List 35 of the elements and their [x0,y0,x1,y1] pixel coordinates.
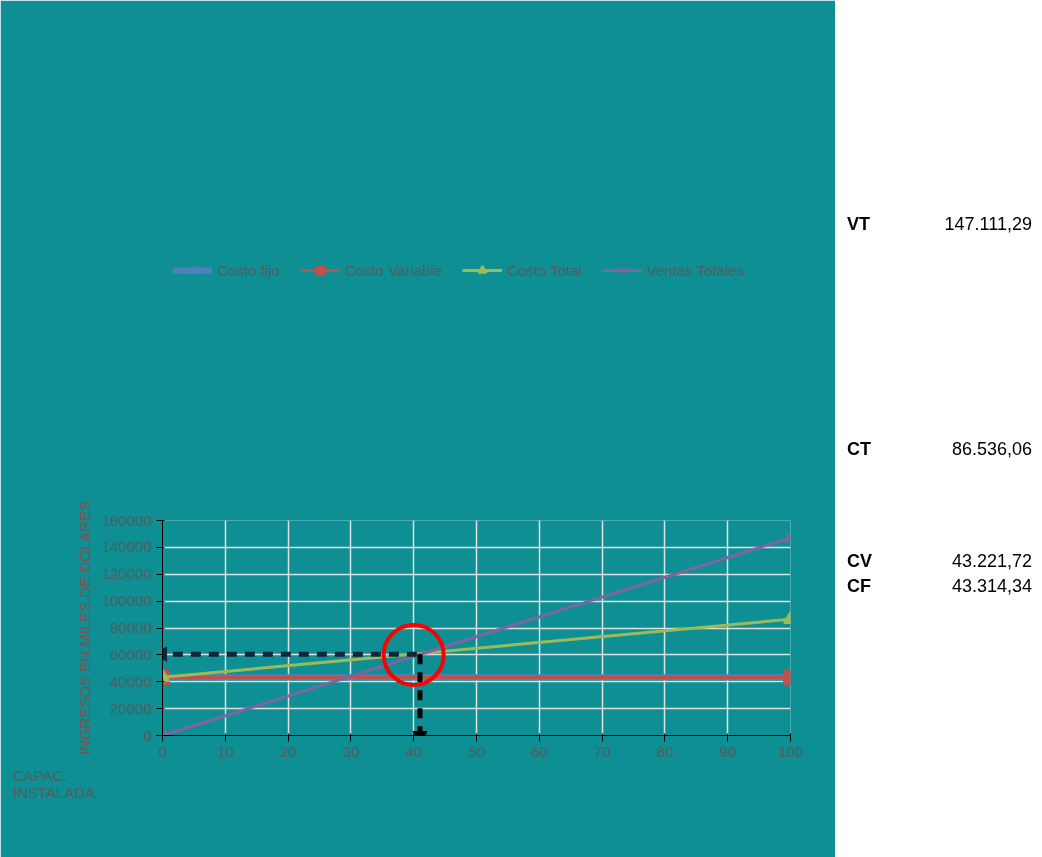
text: 147.111,29 [944,214,1032,235]
text: 86.536,06 [951,439,1032,460]
x-tick-label: 80 [656,742,674,760]
x-tick-label: 0 [158,742,167,760]
y-tick-label: 20000 [109,699,152,717]
x-tick-label: 50 [468,742,485,760]
text: CV [847,551,873,572]
x-tick-label: 20 [279,742,297,760]
y-tick-label: 160000 [101,511,152,529]
x-tick-label: 90 [719,742,737,760]
x-tick-label: 100 [777,742,804,760]
x-axis-title: CAPAC. INSTALADA [12,766,95,801]
text: VT [847,214,871,235]
y-tick-label: 60000 [109,645,152,663]
x-tick-label: 70 [593,742,611,760]
legend-label: Ventas Totales [646,261,744,279]
text: CF [847,576,871,597]
legend-label: Costo fijo [217,261,280,279]
x-tick-label: 40 [405,742,423,760]
y-tick-label: 140000 [101,538,152,556]
text: CT [847,439,871,460]
y-tick-label: 100000 [101,592,152,610]
text: 43.221,72 [951,551,1032,572]
x-tick-label: 10 [216,742,234,760]
y-tick-label: 40000 [109,672,152,690]
x-tick-label: 60 [530,742,548,760]
x-tick-label: 30 [342,742,360,760]
text: 43.314,34 [951,576,1032,597]
y-tick-label: 0 [143,726,152,744]
point [381,622,446,687]
y-axis-title: INGRESOS EN MILES DE DÓLARES [76,500,94,756]
y-tick-label: 80000 [109,619,152,636]
y-tick-label: 120000 [101,565,152,583]
legend-label: Costo Variable [344,261,442,279]
legend-label: Costo Total [506,261,582,279]
